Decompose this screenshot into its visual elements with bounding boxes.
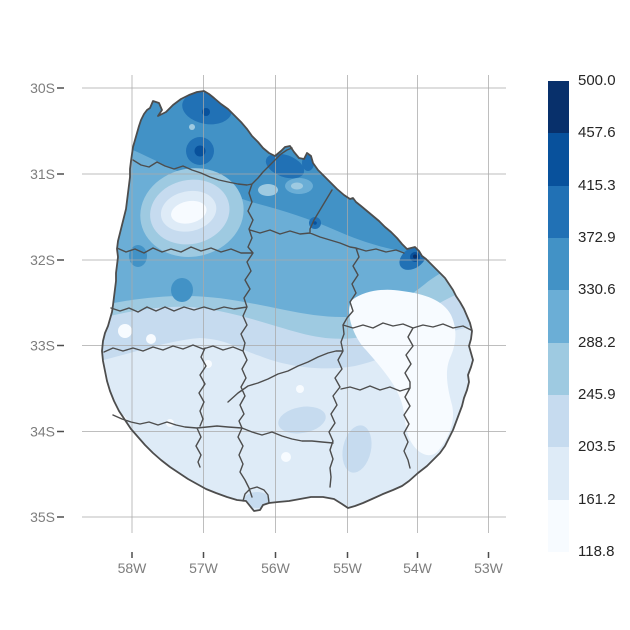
x-axis-label: 56W (261, 560, 291, 576)
patch-south-2 (342, 425, 372, 473)
high-dot-center-core (313, 221, 317, 225)
pale-spot-6 (296, 385, 304, 393)
light-dot-north (189, 124, 195, 130)
low-oval-west (140, 168, 244, 257)
x-axis-label: 53W (474, 560, 504, 576)
y-axis-label: 35S (30, 509, 55, 525)
light-patch-center (258, 184, 278, 196)
x-axis-label: 58W (118, 560, 148, 576)
pale-spot-2 (146, 334, 156, 344)
blob-west-dark (129, 245, 147, 267)
light-patch-rivera-core (291, 182, 303, 190)
pale-spot-1 (118, 324, 132, 338)
y-axis-label: 33S (30, 338, 55, 354)
low-zone-east (349, 289, 456, 456)
x-axis-label: 55W (333, 560, 363, 576)
contour-fill-surface (102, 91, 473, 511)
x-axis-label: 54W (403, 560, 433, 576)
axis-layer: 30S 31S 32S 33S 34S 35S 58W 57W 56W 55W 54W 53W (30, 80, 504, 576)
y-axis-label: 31S (30, 166, 55, 182)
max-spot-core (413, 254, 417, 259)
y-axis-label: 34S (30, 424, 55, 440)
patch-south-1 (278, 406, 326, 434)
department-borders (103, 147, 472, 504)
graticule-grid (82, 75, 506, 533)
x-axis-label: 57W (189, 560, 219, 576)
pale-spot-7 (281, 452, 291, 462)
high-spot-core (194, 145, 206, 157)
patch-montevideo (244, 492, 270, 508)
low-oval-core (171, 200, 207, 224)
y-axis-label: 32S (30, 252, 55, 268)
blob-center-dark (171, 278, 193, 302)
y-axis-label: 30S (30, 80, 55, 96)
